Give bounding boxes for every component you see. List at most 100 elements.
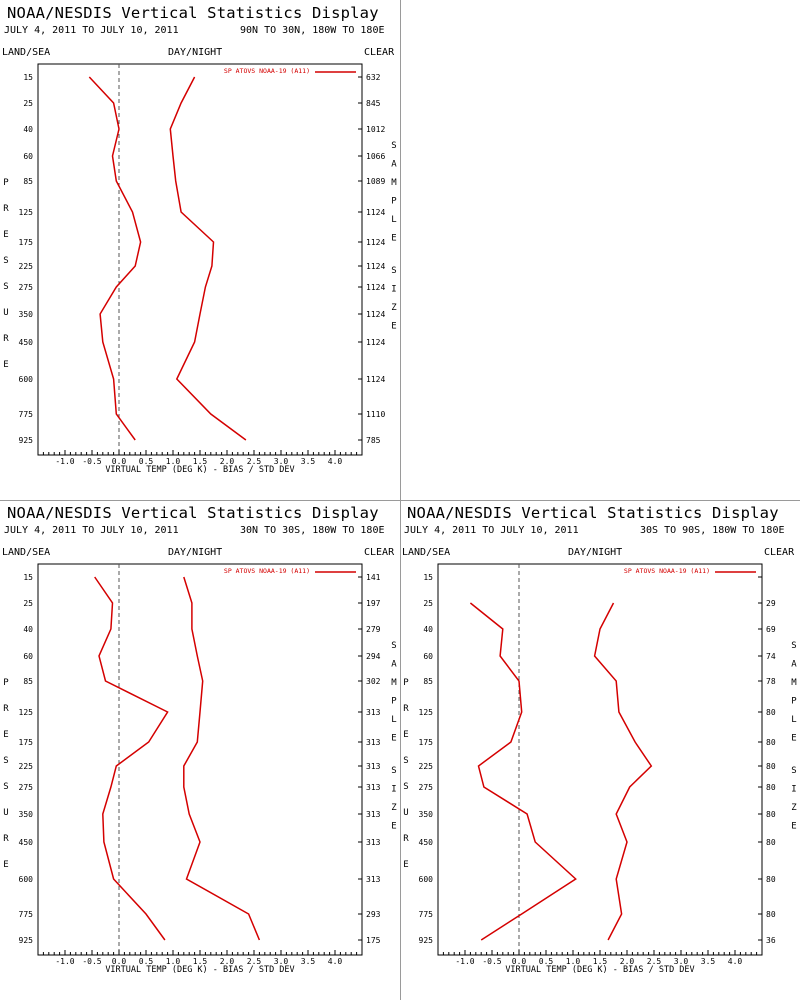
y-axis-label-letter: S <box>3 256 8 266</box>
y2-axis-label-letter: S <box>391 141 396 151</box>
chart-panel-northern: NOAA/NESDIS Vertical Statistics Display … <box>0 0 400 500</box>
x-tick-label: 3.0 <box>274 457 289 466</box>
x-tick-label: 2.5 <box>647 957 662 966</box>
pressure-level-label: 175 <box>19 238 34 247</box>
sample-size-label: 313 <box>366 783 381 792</box>
sample-size-label: 632 <box>366 73 381 82</box>
pressure-level-label: 350 <box>19 310 34 319</box>
x-tick-label: -1.0 <box>455 957 474 966</box>
y2-axis-label-letter: M <box>391 678 397 688</box>
y2-axis-label-letter: E <box>391 234 396 244</box>
pressure-level-label: 275 <box>19 783 34 792</box>
x-tick-label: 3.5 <box>701 957 716 966</box>
pressure-level-label: 225 <box>419 762 434 771</box>
y2-axis-label-letter: E <box>391 822 396 832</box>
sample-size-label: 1124 <box>366 238 385 247</box>
sample-size-label: 80 <box>766 783 776 792</box>
sample-size-label: 36 <box>766 936 776 945</box>
y-axis-label-letter: S <box>403 782 408 792</box>
y2-axis-label-letter: S <box>791 641 796 651</box>
pressure-level-label: 175 <box>419 738 434 747</box>
sample-size-label: 1124 <box>366 310 385 319</box>
pressure-level-label: 775 <box>419 910 434 919</box>
sample-size-label: 80 <box>766 810 776 819</box>
pressure-level-label: 125 <box>19 208 34 217</box>
sample-size-label: 1012 <box>366 125 385 134</box>
y2-axis-label-letter: Z <box>391 803 397 813</box>
time-of-day-label: DAY/NIGHT <box>168 547 223 558</box>
y2-axis-label-letter: S <box>791 766 796 776</box>
sample-size-label: 313 <box>366 708 381 717</box>
x-tick-label: 0.5 <box>139 457 154 466</box>
sky-label: CLEAR <box>364 547 395 558</box>
pressure-level-label: 125 <box>19 708 34 717</box>
pressure-level-label: 60 <box>423 652 433 661</box>
time-of-day-label: DAY/NIGHT <box>168 47 223 58</box>
x-tick-label: -1.0 <box>55 957 74 966</box>
sample-size-label: 785 <box>366 436 381 445</box>
y2-axis-label-letter: P <box>391 697 397 707</box>
sample-size-label: 1124 <box>366 338 385 347</box>
time-of-day-label: DAY/NIGHT <box>568 547 623 558</box>
y-axis-label-letter: P <box>3 678 9 688</box>
x-tick-label: -0.5 <box>82 957 101 966</box>
legend-label: SP ATOVS NOAA-19 (A11) <box>224 567 310 575</box>
x-tick-label: 0.0 <box>112 457 127 466</box>
pressure-level-label: 25 <box>23 99 33 108</box>
y-axis-label-letter: U <box>3 308 8 318</box>
date-range: JULY 4, 2011 TO JULY 10, 2011 <box>4 525 179 536</box>
plot-frame <box>37 563 363 956</box>
x-axis-label: VIRTUAL TEMP (DEG K) - BIAS / STD DEV <box>105 965 294 975</box>
x-tick-label: 4.0 <box>328 957 343 966</box>
chart-panel-tropics: NOAA/NESDIS Vertical Statistics Display … <box>0 500 400 1000</box>
legend-label: SP ATOVS NOAA-19 (A11) <box>624 567 710 575</box>
sample-size-label: 197 <box>366 599 381 608</box>
pressure-level-label: 85 <box>423 677 433 686</box>
x-tick-label: 2.0 <box>620 957 635 966</box>
y2-axis-label-letter: M <box>791 678 797 688</box>
sample-size-label: 1124 <box>366 262 385 271</box>
pressure-level-label: 600 <box>19 375 34 384</box>
panel-divider-horizontal <box>0 500 800 501</box>
sample-size-label: 80 <box>766 910 776 919</box>
pressure-level-label: 40 <box>23 625 33 634</box>
x-tick-label: 3.5 <box>301 957 316 966</box>
sample-size-label: 141 <box>366 573 381 582</box>
y-axis-label-letter: R <box>3 834 9 844</box>
sample-size-label: 313 <box>366 810 381 819</box>
pressure-level-label: 350 <box>19 810 34 819</box>
x-tick-label: -0.5 <box>482 957 501 966</box>
y-axis-label-letter: E <box>403 730 408 740</box>
pressure-level-label: 15 <box>23 573 33 582</box>
vertical-statistics-chart: -1.0 -0.5 0.0 0.5 1.0 1.5 2.0 2.5 3.0 3.5 4.0 VIRTU… <box>3 63 397 475</box>
std-dev-line <box>593 602 653 941</box>
pressure-level-label: 775 <box>19 910 34 919</box>
x-tick-label: 2.5 <box>247 457 262 466</box>
date-range: JULY 4, 2011 TO JULY 10, 2011 <box>4 25 179 36</box>
y2-axis-label-letter: E <box>791 734 796 744</box>
y2-axis-label-letter: P <box>391 197 397 207</box>
y2-axis-label-letter: E <box>391 734 396 744</box>
panel-title: NOAA/NESDIS Vertical Statistics Display <box>7 504 379 522</box>
y2-axis-label-letter: P <box>791 697 797 707</box>
y-axis-label-letter: U <box>403 808 408 818</box>
x-tick-label: 3.0 <box>274 957 289 966</box>
pressure-level-label: 40 <box>23 125 33 134</box>
sample-size-label: 29 <box>766 599 776 608</box>
y2-axis-label-letter: S <box>391 766 396 776</box>
x-tick-label: -1.0 <box>55 457 74 466</box>
y-axis-label-letter: R <box>3 704 9 714</box>
pressure-level-label: 600 <box>419 875 434 884</box>
y2-axis-label-letter: E <box>791 822 796 832</box>
y2-axis-label-letter: A <box>391 660 397 670</box>
y2-axis-label-letter: S <box>391 641 396 651</box>
sample-size-label: 1124 <box>366 208 385 217</box>
pressure-level-label: 275 <box>419 783 434 792</box>
pressure-level-label: 15 <box>423 573 433 582</box>
pressure-level-label: 225 <box>19 762 34 771</box>
sample-size-label: 1124 <box>366 375 385 384</box>
x-tick-label: 0.5 <box>139 957 154 966</box>
plot-frame <box>37 63 363 456</box>
y-axis-label-letter: P <box>3 178 9 188</box>
sample-size-label: 80 <box>766 838 776 847</box>
